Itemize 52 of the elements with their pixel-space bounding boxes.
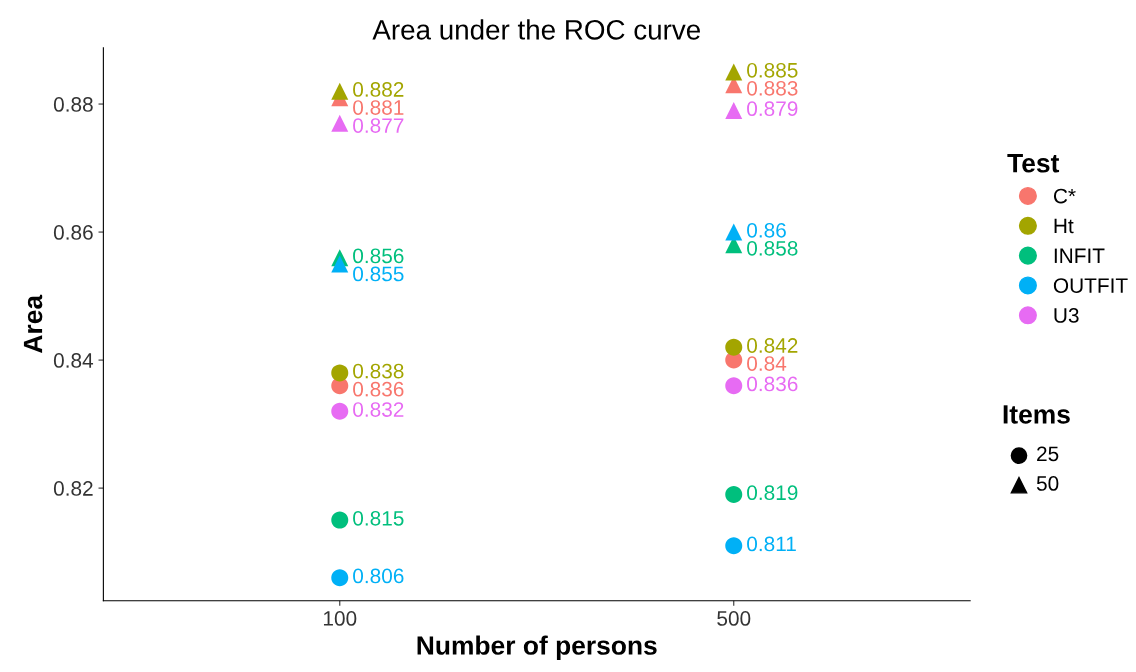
data-label: 0.811 [747, 536, 796, 552]
point [725, 486, 743, 504]
legend-label: INFIT [1054, 248, 1105, 263]
text: 25 [1037, 446, 1059, 462]
data-label: 0.856 [353, 248, 404, 264]
data-label: 0.858 [747, 240, 798, 256]
data-label: 0.855 [353, 266, 404, 282]
legend-label: C* [1053, 188, 1076, 204]
data-label: 0.881 [353, 100, 404, 115]
data-label: 0.883 [747, 80, 798, 96]
data-label: 0.882 [353, 82, 404, 97]
point [725, 537, 743, 555]
y-tick-label: 0.82 [53, 481, 93, 496]
x-tick-label: 100 [323, 611, 357, 626]
point [725, 338, 743, 356]
point [725, 223, 743, 241]
data-label: 0.885 [747, 62, 798, 78]
data-label: 0.836 [747, 376, 798, 392]
data-label: 0.806 [353, 568, 404, 584]
legend-label: Ht [1054, 218, 1074, 234]
point [331, 511, 349, 529]
text: 50 [1036, 476, 1059, 491]
x-tick-label: 500 [717, 611, 751, 626]
data-label: 0.832 [353, 402, 404, 417]
point [331, 364, 349, 382]
chart-title: Area under the ROC curve [372, 19, 700, 40]
text: Items [1003, 405, 1070, 424]
y-axis-title: Area [23, 294, 43, 353]
legend-title: Test [1007, 154, 1060, 173]
point [725, 63, 743, 81]
data-label: 0.819 [747, 485, 798, 501]
y-tick-label: 0.86 [53, 225, 93, 240]
data-label: 0.877 [353, 118, 404, 133]
data-label: 0.84 [747, 356, 787, 371]
point [331, 569, 349, 587]
x-axis-title: Number of persons [417, 635, 657, 661]
point [331, 255, 349, 273]
data-label: 0.836 [353, 381, 404, 397]
y-tick-label: 0.88 [53, 97, 93, 112]
data-label: 0.838 [353, 363, 404, 379]
data-label: 0.86 [747, 222, 786, 238]
point [331, 82, 349, 100]
point [331, 402, 349, 420]
point [331, 114, 349, 132]
data-label: 0.842 [747, 338, 798, 353]
point [725, 377, 743, 395]
legend-label: U3 [1054, 308, 1079, 323]
data-label: 0.815 [353, 510, 404, 526]
data-label: 0.879 [747, 101, 798, 117]
legend-label: OUTFIT [1053, 278, 1128, 293]
y-tick-label: 0.84 [53, 353, 94, 368]
point [725, 101, 743, 119]
